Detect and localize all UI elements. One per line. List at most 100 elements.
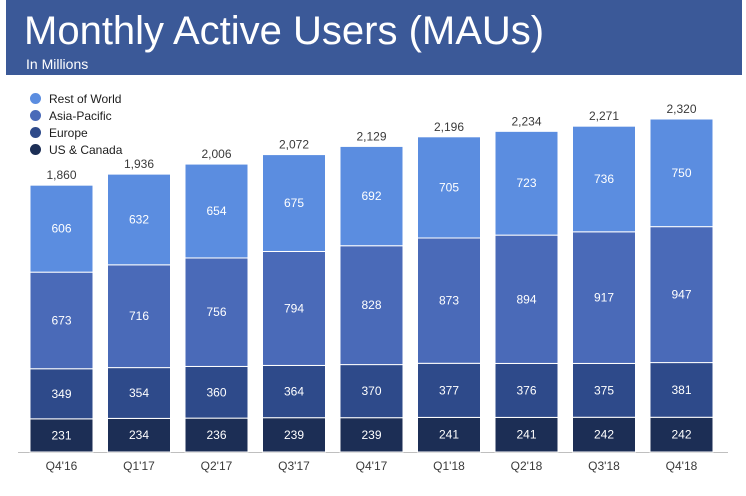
data-label: 241	[516, 428, 536, 442]
x-tick-label: Q4'17	[356, 459, 388, 473]
bar-segment	[339, 245, 404, 366]
data-label: 234	[129, 428, 149, 442]
data-label: 239	[284, 428, 304, 442]
data-label: 723	[516, 176, 536, 190]
data-label: 947	[671, 288, 691, 302]
legend-swatch	[30, 144, 41, 155]
data-label: 705	[439, 180, 459, 194]
bar-segment	[494, 362, 559, 418]
total-label: 2,006	[201, 147, 231, 161]
legend-item: US & Canada	[30, 141, 122, 158]
bar-segment	[107, 367, 171, 419]
bar-segment	[649, 416, 714, 453]
legend-swatch	[30, 127, 41, 138]
bar-segment	[339, 145, 404, 247]
legend-item: Asia-Pacific	[30, 107, 122, 124]
legend-label: Asia-Pacific	[49, 108, 112, 123]
bar-segment	[107, 173, 171, 266]
bar-segment	[417, 362, 481, 418]
bar-segment	[494, 130, 559, 236]
bar-segment	[649, 226, 714, 364]
data-label: 241	[439, 428, 459, 442]
data-label: 231	[51, 428, 71, 442]
legend-label: Rest of World	[49, 91, 122, 106]
data-label: 242	[594, 428, 614, 442]
chart-title: Monthly Active Users (MAUs)	[24, 9, 545, 53]
data-label: 236	[206, 428, 226, 442]
data-label: 736	[594, 172, 614, 186]
data-label: 364	[284, 385, 304, 399]
bar-segment	[417, 416, 481, 453]
bar-segment	[107, 264, 171, 369]
legend-item: Rest of World	[30, 90, 122, 107]
data-label: 375	[594, 383, 614, 397]
total-label: 2,271	[589, 109, 619, 123]
chart-legend: Rest of World Asia-Pacific Europe US & Cana…	[30, 90, 122, 158]
bar-segment	[339, 417, 404, 453]
data-label: 654	[206, 204, 226, 218]
legend-swatch	[30, 93, 41, 104]
x-tick-label: Q2'18	[511, 459, 543, 473]
x-tick-label: Q3'18	[588, 459, 620, 473]
bar-segment	[29, 271, 94, 370]
data-label: 673	[51, 313, 71, 327]
data-label: 381	[671, 383, 691, 397]
total-label: 2,196	[434, 120, 464, 134]
legend-label: US & Canada	[49, 142, 123, 157]
bar-segment	[417, 136, 481, 239]
data-label: 675	[284, 196, 304, 210]
header-banner: Monthly Active Users (MAUs) In Millions	[6, 0, 742, 75]
total-label: 2,320	[666, 102, 696, 116]
data-label: 716	[129, 309, 149, 323]
bar-segment	[572, 231, 636, 364]
legend-item: Europe	[30, 124, 122, 141]
data-label: 606	[51, 222, 71, 236]
data-label: 376	[516, 383, 536, 397]
bar-segment	[29, 184, 94, 273]
x-tick-label: Q2'17	[201, 459, 233, 473]
legend-swatch	[30, 110, 41, 121]
bar-segment	[29, 368, 94, 420]
x-tick-label: Q4'18	[666, 459, 698, 473]
x-tick-label: Q1'18	[433, 459, 465, 473]
chart-subtitle: In Millions	[26, 56, 89, 72]
data-label: 873	[439, 294, 459, 308]
data-label: 894	[516, 292, 536, 306]
bar-segment	[417, 237, 481, 364]
data-label: 349	[51, 387, 71, 401]
bar-segment	[262, 154, 326, 252]
x-tick-label: Q3'17	[278, 459, 310, 473]
data-label: 377	[439, 383, 459, 397]
data-label: 360	[206, 385, 226, 399]
x-tick-label: Q4'16	[46, 459, 78, 473]
total-label: 1,936	[124, 157, 154, 171]
bar-segment	[649, 362, 714, 418]
data-label: 239	[361, 428, 381, 442]
data-label: 756	[206, 305, 226, 319]
data-label: 354	[129, 386, 149, 400]
x-tick-label: Q1'17	[123, 459, 155, 473]
data-label: 692	[361, 189, 381, 203]
bar-segment	[339, 364, 404, 419]
data-label: 828	[361, 298, 381, 312]
bar-segment	[649, 118, 714, 228]
bar-segment	[494, 234, 559, 364]
data-label: 750	[671, 166, 691, 180]
data-label: 917	[594, 291, 614, 305]
data-label: 794	[284, 301, 304, 315]
legend-label: Europe	[49, 125, 88, 140]
bar-segment	[184, 417, 249, 453]
bar-segment	[184, 365, 249, 419]
total-label: 2,129	[356, 129, 386, 143]
bar-segment	[572, 125, 636, 233]
data-label: 632	[129, 212, 149, 226]
bar-segment	[184, 163, 249, 259]
data-label: 242	[671, 428, 691, 442]
total-label: 1,860	[46, 168, 76, 182]
bar-segment	[262, 250, 326, 366]
bar-segment	[29, 418, 94, 453]
bar-segment	[184, 257, 249, 367]
data-label: 370	[361, 384, 381, 398]
bar-segment	[494, 416, 559, 453]
